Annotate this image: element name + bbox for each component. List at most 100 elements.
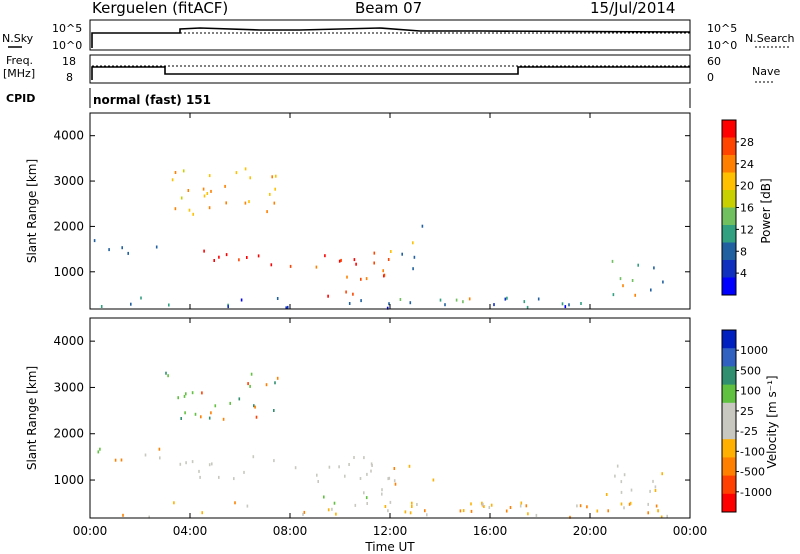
echo-cell (253, 404, 255, 408)
x-tick-label: 20:00 (573, 524, 608, 538)
nsearch-tick-bottom: 10^0 (707, 39, 737, 52)
echo-cell (248, 200, 250, 204)
echo-cell (140, 296, 142, 300)
echo-cell (360, 277, 362, 281)
echo-cell (370, 469, 372, 473)
x-axis: 00:00 04:00 08:00 12:00 16:00 20:00 00:00 (73, 113, 707, 538)
echo-cell (366, 472, 368, 476)
echo-cell (265, 383, 268, 387)
colorbar-tick-label: 500 (740, 364, 761, 377)
echo-cell (353, 456, 355, 459)
y-tick-label: 3000 (53, 174, 84, 188)
echo-cell (483, 505, 485, 508)
colorbar-frame (721, 329, 737, 513)
echo-cell (387, 509, 389, 513)
echo-cell (218, 475, 220, 479)
echo-cell (612, 293, 615, 297)
echo-cell (235, 171, 238, 175)
colorbar-swatch (722, 155, 736, 173)
echo-cell (661, 472, 663, 476)
colorbar-tick-label: 8 (740, 245, 747, 258)
x-tick-label: 00:00 (73, 524, 108, 538)
nsearch-tick-top: 10^5 (707, 22, 737, 35)
echo-cell (127, 251, 129, 255)
echo-cell (294, 466, 297, 470)
x-tick-label: 12:00 (373, 524, 408, 538)
echo-cell (333, 501, 336, 505)
echo-cell (622, 284, 624, 288)
echo-cell (579, 504, 582, 508)
echo-cell (586, 505, 588, 509)
echo-cell (662, 280, 664, 284)
echo-cell (199, 475, 201, 479)
echo-cell (468, 297, 471, 301)
echo-cell (444, 303, 446, 307)
echo-cell (210, 411, 212, 415)
echo-cell (224, 184, 226, 188)
echo-cell (426, 513, 428, 517)
echo-cell (355, 262, 357, 266)
y-tick-label: 3000 (53, 380, 84, 394)
freq-panel-frame (89, 54, 691, 84)
echo-cell (208, 416, 211, 420)
echo-cell (576, 504, 578, 508)
echo-cell (623, 473, 626, 477)
echo-cell (666, 514, 668, 518)
echo-cell (493, 303, 495, 307)
nsky-tick-top: 10^5 (52, 22, 82, 35)
date-title: 15/Jul/2014 (590, 0, 675, 17)
echo-cell (363, 491, 365, 495)
echo-cell (346, 275, 348, 279)
echo-cell (213, 259, 215, 262)
colorbar-tick-label: 25 (740, 405, 754, 418)
colorbar-swatch (722, 421, 736, 440)
velocity-heatmap (97, 371, 668, 519)
y-tick-label: 1000 (53, 265, 84, 279)
velocity-colorbar: 1000 500 100 25 -25 -100 -500 -1000 (721, 329, 772, 513)
echo-cell (274, 187, 276, 191)
echo-cell (191, 391, 194, 395)
echo-cell (411, 501, 413, 505)
echo-cell (273, 409, 275, 412)
echo-cell (174, 207, 177, 211)
cpid-label: CPID (6, 92, 35, 105)
colorbar-swatch (722, 137, 736, 156)
echo-cell (614, 474, 616, 478)
echo-cell (389, 500, 392, 504)
echo-cell (359, 477, 362, 480)
echo-cell (208, 206, 211, 210)
nsky-label: N.Sky (2, 32, 34, 45)
echo-cell (365, 496, 368, 500)
colorbar-tick-label: 12 (740, 223, 754, 236)
echo-cell (381, 492, 383, 496)
echo-cell (211, 462, 213, 466)
colorbar-swatch (722, 242, 736, 261)
echo-cell (412, 241, 414, 245)
colorbar-swatch (722, 475, 736, 495)
echo-cell (439, 298, 442, 302)
echo-cell (387, 258, 390, 261)
echo-cell (459, 509, 462, 513)
colorbar-swatch (722, 493, 736, 513)
echo-cell (455, 298, 458, 302)
echo-cell (654, 489, 657, 492)
colorbar-swatch (722, 207, 736, 226)
echo-cell (274, 381, 276, 385)
freq-label-1: Freq. (6, 54, 33, 67)
echo-cell (519, 504, 522, 508)
echo-cell (628, 502, 631, 506)
power-y-axis: 4000 3000 2000 1000 (53, 129, 690, 279)
echo-cell (360, 299, 362, 303)
x-tick-label: 04:00 (173, 524, 208, 538)
colorbar-swatch (722, 366, 736, 386)
echo-cell (382, 269, 384, 273)
echo-cell (482, 503, 484, 506)
echo-cell (390, 250, 392, 253)
echo-cell (177, 396, 179, 400)
echo-cell (605, 493, 608, 496)
echo-cell (373, 261, 375, 265)
echo-cell (222, 417, 225, 421)
echo-cell (276, 376, 279, 380)
echo-cell (561, 302, 564, 306)
echo-cell (421, 224, 424, 228)
